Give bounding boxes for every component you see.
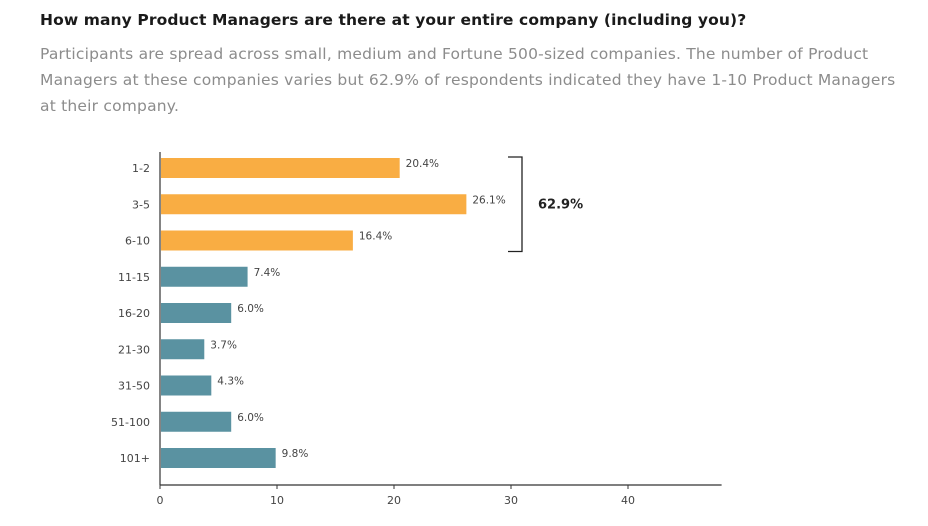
category-label: 6-10 [125,235,150,248]
bar [161,411,232,432]
value-label: 9.8% [282,448,309,460]
x-tick-label: 20 [387,494,401,507]
value-label: 6.0% [237,412,264,424]
group-total-label: 62.9% [538,197,583,212]
category-label: 1-2 [132,162,150,175]
category-label: 51-100 [111,416,150,429]
category-label: 21-30 [118,343,150,356]
x-tick-label: 30 [504,494,518,507]
value-label: 3.7% [210,339,237,351]
value-label: 26.1% [472,194,505,206]
bar [161,158,400,178]
question-description: Participants are spread across small, me… [40,45,896,115]
category-label: 3-5 [132,198,150,211]
value-label: 7.4% [254,267,281,279]
category-label: 11-15 [118,271,150,284]
value-label: 20.4% [406,158,439,170]
category-label: 16-20 [118,307,150,320]
category-label: 31-50 [118,380,150,393]
category-label: 101+ [120,452,150,465]
value-label: 16.4% [359,231,392,243]
x-tick-label: 0 [157,494,164,507]
value-label: 6.0% [237,303,264,315]
bar [161,375,212,396]
bar [161,448,276,468]
question-title: How many Product Managers are there at y… [40,11,747,29]
value-label: 4.3% [217,376,244,388]
x-tick-label: 10 [270,494,284,507]
bar [161,230,353,251]
group-bracket [508,156,523,253]
bar [161,339,205,360]
bar [161,303,232,323]
bar [161,266,248,287]
x-tick-label: 40 [621,494,635,507]
bar [161,194,467,215]
